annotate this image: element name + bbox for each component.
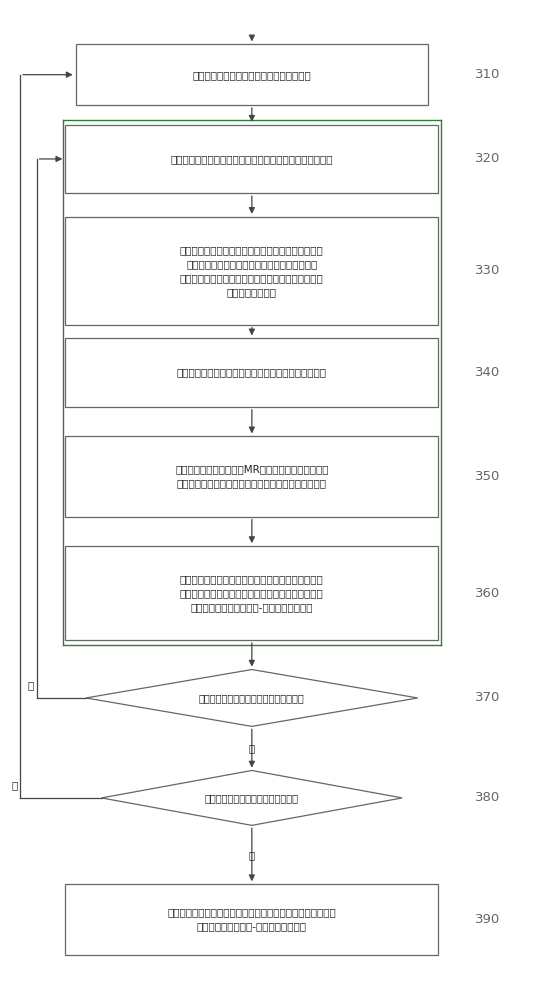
Bar xyxy=(65,884,438,955)
Text: 基于水和脂肪化学位移的MR信号模型，根据上述一组
离散场图值，获得每个离散场图值对应的模型拟合误差: 基于水和脂肪化学位移的MR信号模型，根据上述一组 离散场图值，获得每个离散场图值… xyxy=(175,464,329,488)
Text: 是: 是 xyxy=(249,743,255,753)
Text: 350: 350 xyxy=(475,470,500,483)
Text: 判断是否完成所有组回波时间组合的估计: 判断是否完成所有组回波时间组合的估计 xyxy=(199,693,305,703)
Text: 依据每个离散场图值及与每个离散场图值对应的模型
拟合误差，生成该像素在其中一组回波时间组合对应
的回波信号中相应的场图-模型拟合误差曲线: 依据每个离散场图值及与每个离散场图值对应的模型 拟合误差，生成该像素在其中一组回… xyxy=(180,574,324,612)
Text: 是: 是 xyxy=(249,850,255,860)
Text: 否: 否 xyxy=(28,680,33,690)
Text: 310: 310 xyxy=(475,68,500,81)
Bar xyxy=(65,546,438,640)
Text: 否: 否 xyxy=(12,780,18,790)
Text: 判断是否完成图像中所有像素的估计: 判断是否完成图像中所有像素的估计 xyxy=(205,793,299,803)
Text: 380: 380 xyxy=(475,791,500,804)
Text: 320: 320 xyxy=(475,152,500,165)
Text: 从所述至少两组回波时间组合中选择其中一组回波时间组合: 从所述至少两组回波时间组合中选择其中一组回波时间组合 xyxy=(171,154,333,164)
Bar xyxy=(65,338,438,407)
Bar xyxy=(65,125,438,193)
Text: 获得每个像素在至少两组回波时间组合对应的回波信号中相应
生成的至少两条场图-模型拟合误差曲线: 获得每个像素在至少两组回波时间组合对应的回波信号中相应 生成的至少两条场图-模型… xyxy=(167,907,336,931)
Text: 390: 390 xyxy=(475,913,500,926)
Text: 370: 370 xyxy=(475,691,500,704)
Text: 340: 340 xyxy=(475,366,500,379)
Polygon shape xyxy=(102,770,402,825)
Bar xyxy=(76,44,428,105)
Text: 330: 330 xyxy=(475,264,500,277)
Bar xyxy=(65,436,438,517)
Polygon shape xyxy=(86,670,418,726)
Text: 离散化待估场图值范围内的场图，获得一组离散场图值: 离散化待估场图值范围内的场图，获得一组离散场图值 xyxy=(177,368,327,378)
Bar xyxy=(65,217,438,325)
Text: 基于至少两组回波时间组合的其中一组回波时间组合
，根据成像参数和成像部位，确定图像中的其中
一个像素在其中一组回波时间组合对应的回波信号中
的待估场图值范围: 基于至少两组回波时间组合的其中一组回波时间组合 ，根据成像参数和成像部位，确定图… xyxy=(180,245,324,297)
Text: 从图像中的多个像素点中选择其中一个像素: 从图像中的多个像素点中选择其中一个像素 xyxy=(192,70,311,80)
Text: 360: 360 xyxy=(475,587,500,600)
